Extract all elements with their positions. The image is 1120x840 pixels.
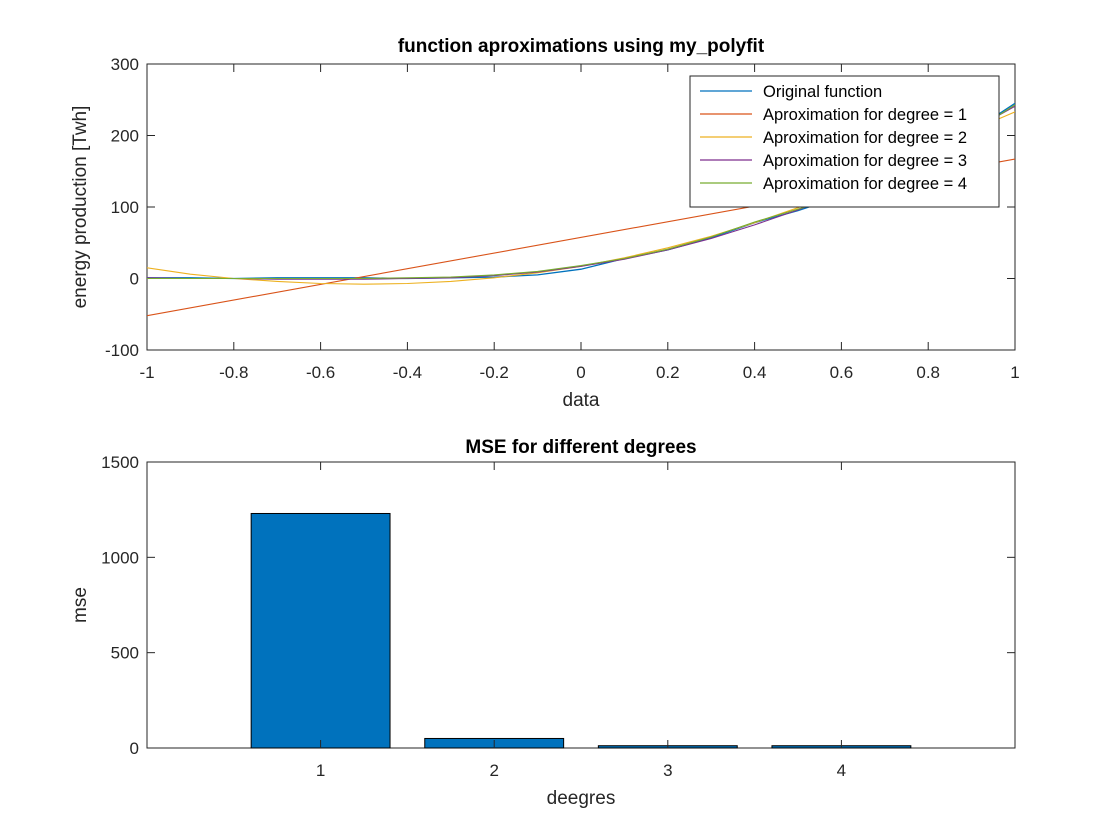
x-tick-label: 0.2 xyxy=(656,363,680,382)
x-tick-label: -0.8 xyxy=(219,363,248,382)
bar-1 xyxy=(250,512,391,749)
y-tick-label: 300 xyxy=(111,55,139,74)
x-tick-label: 0.4 xyxy=(743,363,767,382)
y-tick-label: 0 xyxy=(130,270,139,289)
x-axis-label: data xyxy=(563,390,600,411)
legend-entry: Aproximation for degree = 1 xyxy=(763,106,967,124)
x-tick-label: -1 xyxy=(139,363,154,382)
x-tick-label: 3 xyxy=(663,761,672,780)
x-tick-label: 0.8 xyxy=(916,363,940,382)
x-tick-label: 4 xyxy=(837,761,846,780)
legend-entry: Aproximation for degree = 3 xyxy=(763,152,967,170)
legend-entry: Aproximation for degree = 4 xyxy=(763,175,967,193)
y-tick-label: 500 xyxy=(111,644,139,663)
bar-chart-axes: 1 2 3 4 0 500 1000 1500 MSE for different degree… xyxy=(70,437,1016,809)
x-tick-label: 0.6 xyxy=(830,363,854,382)
y-tick-label: -100 xyxy=(105,341,139,360)
y-axis-label: energy production [Twh] xyxy=(70,106,91,309)
legend-box xyxy=(689,75,1000,208)
chart-title: MSE for different degrees xyxy=(465,437,696,458)
x-tick-label: 2 xyxy=(489,761,498,780)
x-tick-label: 0 xyxy=(576,363,585,382)
legend-entry: Original function xyxy=(763,83,882,101)
x-axis-label: deegres xyxy=(547,788,616,809)
chart-title: function aproximations using my_polyfit xyxy=(398,36,765,57)
legend-entry: Aproximation for degree = 2 xyxy=(763,129,967,147)
y-tick-label: 1000 xyxy=(101,548,139,567)
x-tick-label: 1 xyxy=(316,761,325,780)
y-tick-label: 0 xyxy=(130,739,139,758)
x-tick-label: 1 xyxy=(1010,363,1019,382)
y-tick-label: 1500 xyxy=(101,453,139,472)
x-tick-label: -0.4 xyxy=(393,363,422,382)
line-chart-axes: -1 -0.8 -0.6 -0.4 -0.2 0 0.2 0.4 0.6 0.8 1 -100 0 100… xyxy=(70,36,1020,411)
y-tick-label: 200 xyxy=(111,127,139,146)
y-tick-label: 100 xyxy=(111,198,139,217)
x-tick-label: -0.6 xyxy=(306,363,335,382)
y-axis-label: mse xyxy=(70,587,91,623)
x-tick-label: -0.2 xyxy=(480,363,509,382)
